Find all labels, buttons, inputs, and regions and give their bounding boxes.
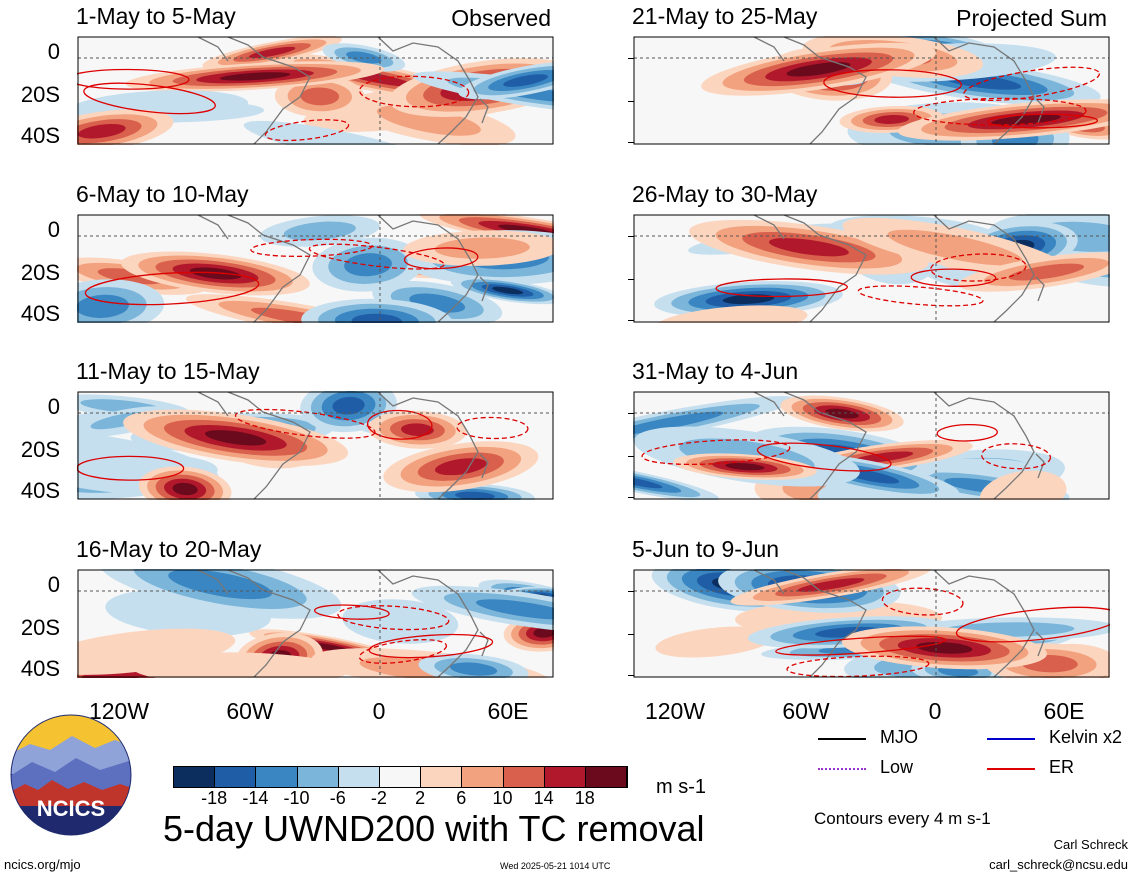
ncics-logo: NCICS	[10, 714, 132, 836]
footer-url: ncics.org/mjo	[4, 857, 81, 872]
colorbar-swatch	[503, 767, 545, 787]
legend-line	[987, 768, 1035, 770]
colorbar-tick-label: -10	[283, 788, 310, 808]
colorbar-swatch	[256, 767, 298, 787]
colorbar-tick-label: 2	[415, 788, 426, 808]
x-tick-label: 120W	[644, 698, 706, 724]
colorbar-tick-label: -14	[242, 788, 269, 808]
y-tick-label: 20S	[20, 437, 60, 462]
y-tick-mark	[628, 101, 634, 102]
y-tick-label: 40S	[20, 123, 60, 148]
panel-map	[77, 391, 554, 500]
contour-note: Contours every 4 m s-1	[814, 809, 991, 828]
x-tick-label: 120W	[88, 698, 150, 724]
footer-author: Carl Schreck	[1053, 837, 1128, 852]
panel-title: 5-Jun to 9-Jun	[632, 536, 780, 562]
y-tick-mark	[628, 320, 634, 321]
y-tick-label: 20S	[20, 82, 60, 107]
colorbar-swatch	[174, 767, 216, 787]
y-tick-label: 20S	[20, 260, 60, 285]
colorbar-swatch	[544, 767, 586, 787]
y-tick-label: 40S	[20, 301, 60, 326]
panel-title: 6-May to 10-May	[76, 181, 249, 207]
legend-line	[818, 768, 866, 770]
legend-line	[818, 738, 866, 740]
colorbar	[173, 766, 628, 788]
y-tick-mark	[628, 497, 634, 498]
y-tick-mark	[628, 456, 634, 457]
panel-map	[633, 214, 1110, 323]
colorbar-tick-label: -2	[370, 788, 387, 808]
colorbar-swatch	[421, 767, 463, 787]
colorbar-swatch	[462, 767, 504, 787]
y-tick-mark	[628, 142, 634, 143]
x-tick-label: 0	[928, 698, 942, 724]
colorbar-swatch	[338, 767, 380, 787]
y-tick-mark	[628, 58, 634, 59]
colorbar-swatch	[379, 767, 422, 787]
panel-map	[77, 569, 554, 678]
panel-title: 26-May to 30-May	[632, 181, 818, 207]
y-tick-mark	[628, 413, 634, 414]
y-tick-label: 40S	[20, 656, 60, 681]
y-tick-label: 0	[47, 217, 60, 242]
legend-line	[987, 738, 1035, 740]
y-tick-mark	[628, 279, 634, 280]
footer-timestamp: Wed 2025-05-21 1014 UTC	[500, 861, 611, 871]
panel-title: 31-May to 4-Jun	[632, 358, 799, 384]
colorbar-tick-label: 10	[492, 788, 513, 808]
colorbar-tick-label: 6	[456, 788, 467, 808]
panel-map	[77, 214, 554, 323]
legend-label: ER	[1049, 757, 1075, 777]
colorbar-swatch	[585, 767, 628, 787]
legend-label: Kelvin x2	[1049, 727, 1123, 747]
colorbar-swatch	[297, 767, 339, 787]
x-tick-label: 60W	[782, 698, 830, 724]
y-tick-label: 0	[47, 394, 60, 419]
x-tick-label: 60E	[1043, 698, 1085, 724]
y-tick-mark	[628, 236, 634, 237]
panel-title: 21-May to 25-May	[632, 3, 818, 29]
footer-email: carl_schreck@ncsu.edu	[989, 857, 1128, 872]
panel-title: 16-May to 20-May	[76, 536, 262, 562]
colorbar-tick-label: -6	[329, 788, 346, 808]
panel-map	[633, 391, 1110, 500]
colorbar-swatch	[215, 767, 257, 787]
panel-map	[633, 36, 1110, 145]
x-tick-label: 60E	[487, 698, 529, 724]
colorbar-tick-label: -18	[201, 788, 228, 808]
units-label: m s-1	[656, 776, 706, 798]
logo-icon: NCICS	[10, 714, 132, 836]
colorbar-tick-label: 14	[533, 788, 554, 808]
chart-title: 5-day UWND200 with TC removal	[163, 808, 705, 849]
legend-label: Low	[880, 757, 914, 777]
panel-map	[633, 569, 1110, 678]
y-tick-mark	[628, 675, 634, 676]
colorbar-tick-label: 18	[574, 788, 595, 808]
y-tick-mark	[628, 634, 634, 635]
legend-label: MJO	[880, 727, 918, 747]
panel-label: Projected Sum	[956, 5, 1107, 31]
y-tick-label: 0	[47, 572, 60, 597]
y-tick-label: 20S	[20, 615, 60, 640]
panel-map	[77, 36, 554, 145]
y-tick-label: 40S	[20, 478, 60, 503]
y-tick-mark	[628, 591, 634, 592]
panel-title: 11-May to 15-May	[76, 358, 260, 384]
logo-text: NCICS	[37, 796, 105, 821]
x-tick-label: 0	[372, 698, 386, 724]
panel-label: Observed	[451, 5, 551, 31]
x-tick-label: 60W	[226, 698, 274, 724]
panel-title: 1-May to 5-May	[76, 3, 236, 29]
y-tick-label: 0	[47, 39, 60, 64]
